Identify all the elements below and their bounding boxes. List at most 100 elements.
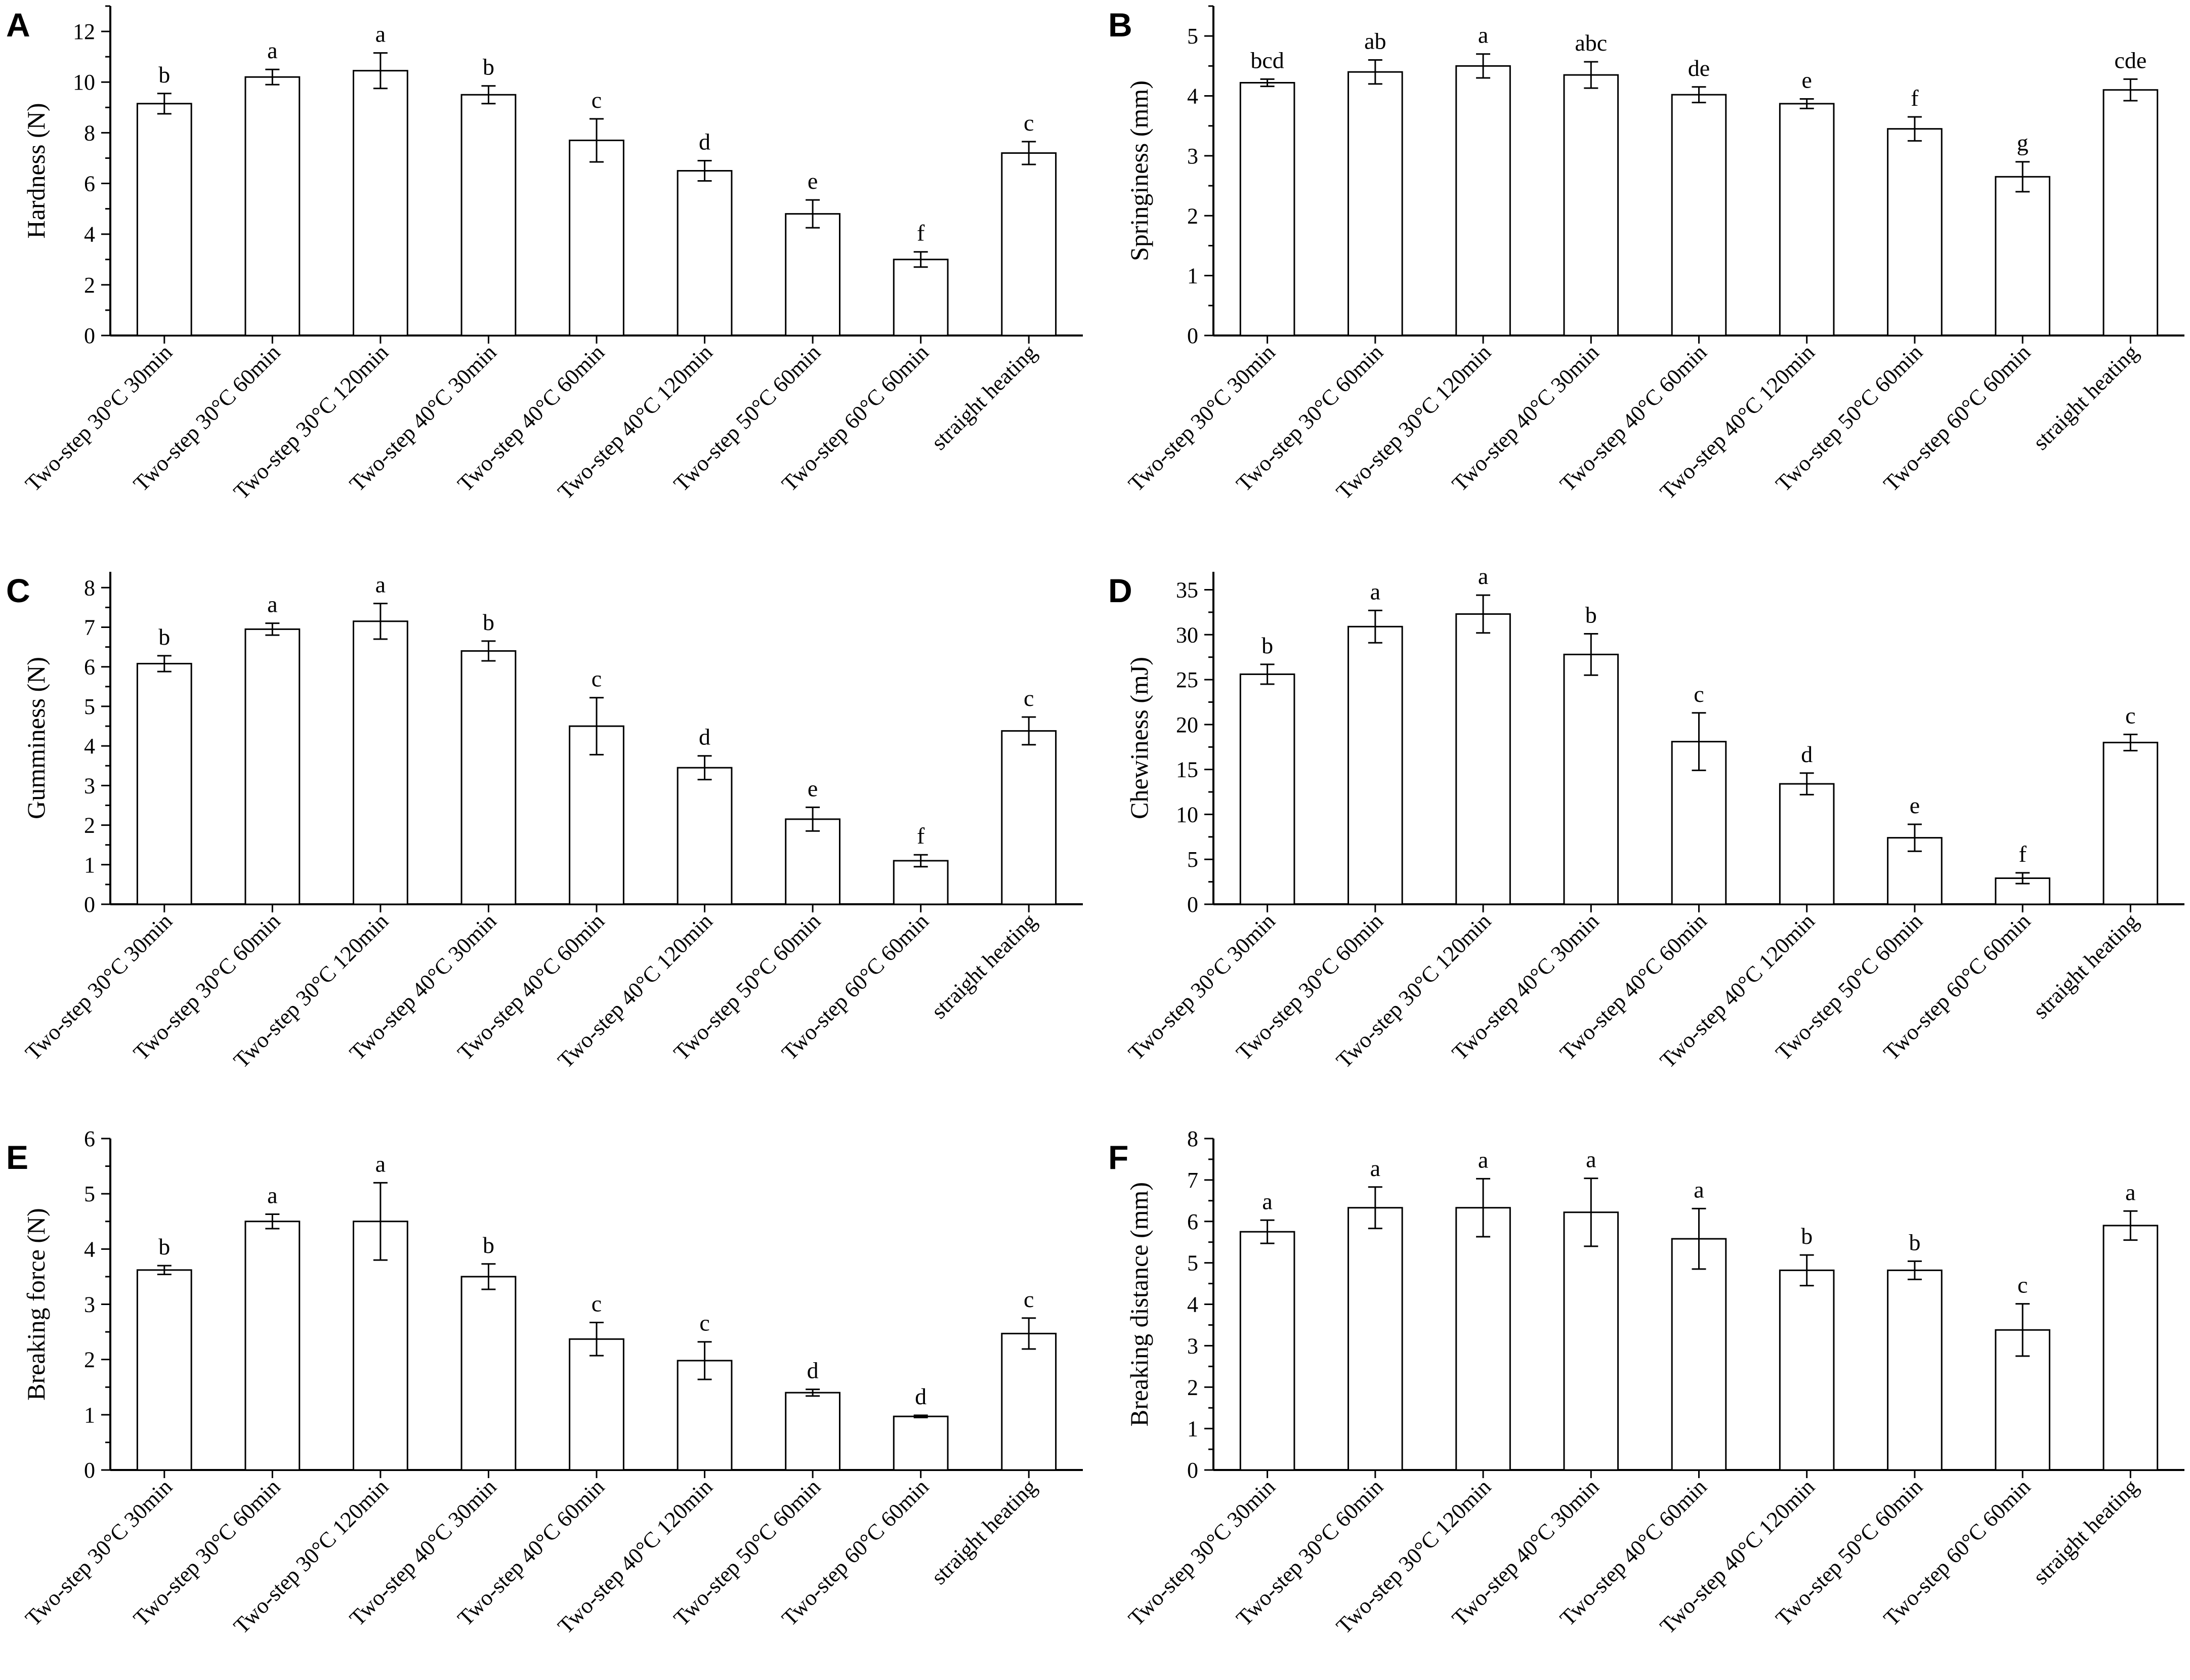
bar — [1001, 1332, 1057, 1471]
bar — [569, 139, 624, 337]
bar — [2102, 741, 2159, 905]
significance-letter: c — [1024, 110, 1034, 136]
y-tick-label: 1 — [84, 1403, 95, 1427]
significance-letter: e — [1910, 792, 1920, 818]
y-tick-label: 5 — [84, 1182, 95, 1206]
significance-letter: a — [1262, 1188, 1272, 1214]
bar — [1347, 625, 1403, 905]
y-tick-label: 8 — [84, 575, 95, 600]
y-tick-label: 6 — [84, 1126, 95, 1151]
y-axis-title: Hardness (N) — [22, 103, 50, 239]
bar — [1347, 1207, 1403, 1471]
significance-letter: d — [915, 1383, 926, 1409]
y-tick-label: 3 — [1187, 1333, 1198, 1358]
significance-letter: a — [2125, 1179, 2135, 1205]
bar — [1779, 783, 1835, 905]
significance-letter: a — [1370, 1155, 1380, 1181]
bar — [1239, 1231, 1295, 1471]
y-tick-label: 4 — [84, 1237, 95, 1262]
significance-letter: a — [1586, 1147, 1596, 1172]
significance-letter: b — [483, 609, 494, 635]
y-tick-label: 2 — [1187, 1375, 1198, 1400]
significance-letter: c — [592, 666, 602, 692]
bar — [785, 213, 840, 337]
significance-letter: ab — [1364, 28, 1386, 54]
x-tick-label: straight heating — [926, 340, 1041, 454]
bar — [1887, 1269, 1943, 1471]
y-axis-title: Breaking force (N) — [22, 1208, 50, 1400]
bar — [136, 1269, 192, 1471]
significance-letter: d — [699, 129, 710, 154]
significance-letter: bcd — [1250, 47, 1284, 73]
y-tick-label: 10 — [1176, 802, 1198, 827]
significance-letter: e — [808, 775, 818, 801]
y-tick-label: 4 — [84, 222, 95, 247]
y-tick-label: 8 — [1187, 1126, 1198, 1151]
y-tick-label: 8 — [84, 120, 95, 145]
y-tick-label: 6 — [84, 655, 95, 680]
bar — [1671, 94, 1727, 337]
y-tick-label: 3 — [84, 773, 95, 798]
significance-letter: abc — [1575, 30, 1607, 56]
significance-letter: a — [267, 37, 277, 63]
bar — [2102, 1225, 2159, 1471]
bar — [1455, 1207, 1511, 1471]
y-tick-label: 0 — [1187, 892, 1198, 917]
bar — [1563, 653, 1619, 905]
bar — [136, 103, 192, 337]
significance-letter: a — [1694, 1177, 1704, 1202]
significance-letter: c — [1694, 681, 1704, 707]
y-tick-label: 2 — [1187, 203, 1198, 228]
significance-letter: b — [158, 624, 170, 650]
significance-letter: e — [1802, 67, 1812, 93]
x-tick-label: straight heating — [2028, 340, 2143, 454]
bar — [1671, 1238, 1727, 1471]
y-tick-label: 3 — [1187, 144, 1198, 169]
bar — [1455, 65, 1511, 337]
significance-letter: d — [699, 724, 710, 750]
significance-letter: c — [1024, 1286, 1034, 1312]
y-tick-label: 25 — [1176, 667, 1198, 692]
y-tick-label: 6 — [1187, 1209, 1198, 1234]
bar — [677, 767, 733, 905]
bar — [1347, 71, 1403, 337]
significance-letter: g — [2017, 130, 2029, 156]
y-tick-label: 1 — [1187, 1416, 1198, 1441]
significance-letter: d — [1801, 741, 1813, 767]
y-tick-label: 5 — [1187, 1251, 1198, 1276]
bar — [353, 620, 408, 905]
significance-letter: a — [1478, 22, 1488, 48]
significance-letter: a — [267, 592, 277, 617]
bar — [244, 1221, 301, 1471]
bar — [353, 70, 408, 337]
y-tick-label: 5 — [1187, 847, 1198, 872]
y-tick-label: 20 — [1176, 712, 1198, 737]
significance-letter: a — [375, 1151, 386, 1177]
significance-letter: c — [699, 1310, 709, 1336]
bar — [244, 628, 301, 905]
significance-letter: a — [267, 1183, 277, 1208]
y-axis-title: Breaking distance (mm) — [1125, 1182, 1153, 1426]
y-tick-label: 2 — [84, 273, 95, 298]
bar — [785, 818, 840, 905]
significance-letter: cde — [2114, 47, 2146, 73]
bar — [1995, 176, 2050, 337]
y-tick-label: 0 — [1187, 323, 1198, 348]
significance-letter: b — [1909, 1229, 1920, 1255]
significance-letter: a — [1478, 1147, 1488, 1172]
y-tick-label: 1 — [1187, 264, 1198, 288]
x-tick-label: straight heating — [2028, 1474, 2143, 1589]
y-tick-label: 5 — [84, 694, 95, 719]
bar — [1779, 103, 1835, 337]
bar — [893, 1415, 949, 1471]
y-axis-title: Gumminess (N) — [22, 657, 50, 819]
significance-letter: b — [1261, 633, 1273, 658]
bar — [1779, 1269, 1835, 1471]
y-tick-label: 12 — [73, 19, 95, 44]
significance-letter: b — [483, 54, 494, 80]
significance-letter: c — [2125, 702, 2135, 728]
